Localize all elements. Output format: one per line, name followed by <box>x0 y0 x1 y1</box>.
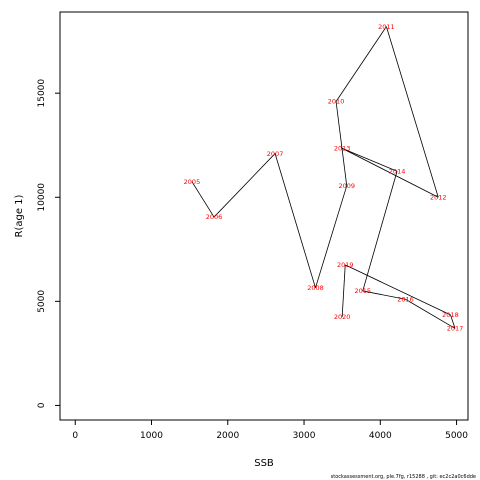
series-line <box>191 26 456 329</box>
y-axis-title: R(age 1) <box>14 194 25 237</box>
series-segment <box>213 153 276 218</box>
series-segment <box>342 147 398 172</box>
point-label-2010: 2010 <box>328 98 345 106</box>
point-label-2017: 2017 <box>447 325 464 333</box>
series-segment <box>191 181 215 218</box>
series-segment <box>315 185 348 288</box>
point-label-2009: 2009 <box>338 182 355 190</box>
point-label-2013: 2013 <box>334 145 351 153</box>
x-tick-label: 1000 <box>140 431 163 441</box>
series-segment <box>274 153 316 288</box>
point-label-2007: 2007 <box>267 150 284 158</box>
series-segment <box>345 264 451 316</box>
series-segment <box>405 298 456 329</box>
plot-frame <box>59 11 469 421</box>
y-axis: 0 5000 10000 15000 <box>37 79 61 408</box>
footer-note: stockassessment.org, ple.7fg, r15288 , g… <box>331 474 476 480</box>
y-tick-label: 10000 <box>37 183 47 212</box>
point-label-2018: 2018 <box>442 311 459 319</box>
x-axis-title: SSB <box>254 458 274 469</box>
x-tick-label: 3000 <box>293 431 316 441</box>
series-segment <box>362 171 398 292</box>
x-axis: 0 1000 2000 3000 4000 5000 <box>72 419 468 441</box>
series-segment <box>335 26 387 102</box>
series-segment <box>362 290 406 300</box>
point-label-2008: 2008 <box>307 284 324 292</box>
series-segment <box>335 101 348 186</box>
x-tick-label: 5000 <box>445 431 468 441</box>
series-segment <box>386 26 439 198</box>
point-label-2011: 2011 <box>378 23 395 31</box>
x-tick-label: 4000 <box>369 431 392 441</box>
x-tick-label: 2000 <box>216 431 239 441</box>
y-tick-label: 15000 <box>37 79 47 108</box>
point-label-2012: 2012 <box>430 193 447 201</box>
series-segment <box>450 314 456 329</box>
point-label-2019: 2019 <box>337 261 354 269</box>
point-label-2020: 2020 <box>334 313 351 321</box>
series-segment <box>341 264 346 317</box>
year-labels: 2005 2006 2007 2008 2009 2010 2011 2012 2013 2014… <box>184 23 464 333</box>
y-tick-label: 0 <box>37 402 47 408</box>
point-label-2014: 2014 <box>389 167 406 175</box>
y-tick-label: 5000 <box>37 290 47 313</box>
x-tick-label: 0 <box>72 431 78 441</box>
point-label-2006: 2006 <box>206 213 223 221</box>
point-label-2005: 2005 <box>184 178 201 186</box>
point-label-2015: 2015 <box>354 287 371 295</box>
series-segment <box>341 147 439 198</box>
point-label-2016: 2016 <box>397 295 414 303</box>
